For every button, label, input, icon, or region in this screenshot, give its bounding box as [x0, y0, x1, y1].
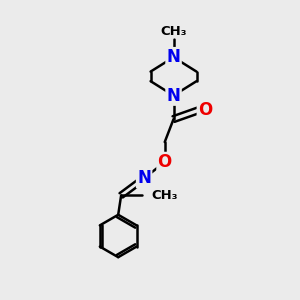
Text: CH₃: CH₃: [160, 25, 187, 38]
Text: O: O: [158, 153, 172, 171]
Text: O: O: [198, 101, 212, 119]
Text: CH₃: CH₃: [151, 189, 178, 202]
Text: N: N: [167, 48, 181, 66]
Text: N: N: [137, 169, 151, 187]
Text: N: N: [167, 86, 181, 104]
